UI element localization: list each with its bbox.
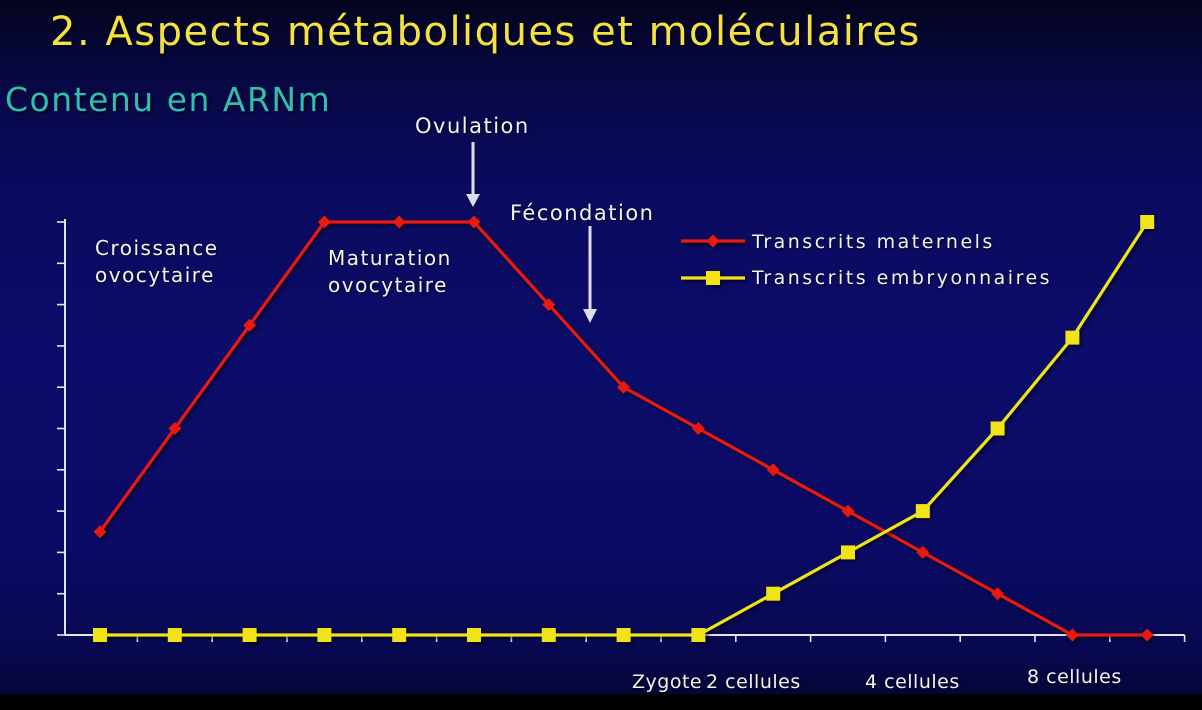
transcrits-embryonnaires-point	[616, 628, 631, 642]
legend-swatches	[681, 234, 745, 285]
transcrits-embryonnaires-point	[1065, 330, 1080, 345]
transcrits-embryonnaires-point	[841, 545, 855, 560]
annotation-ovulation: Ovulation	[415, 114, 530, 138]
arrow-head	[583, 309, 597, 323]
transcrits-embryonnaires-point	[541, 628, 556, 642]
annotation-maturation-ovocytaire: Maturation ovocytaire	[328, 245, 452, 299]
transcrits-embryonnaires-point	[167, 628, 182, 642]
transcrits-maternels-point	[168, 422, 182, 435]
y-axis-ticks	[57, 221, 65, 636]
stage-label-zygote: Zygote	[632, 671, 703, 693]
transcrits-embryonnaires-point	[691, 628, 706, 642]
transcrits-embryonnaires-legend-swatch	[681, 271, 745, 285]
transcrits-maternels-point	[916, 545, 930, 559]
annotation-line: ovocytaire	[328, 273, 448, 297]
transcrits-embryonnaires-series	[93, 215, 1155, 642]
transcrits-maternels-point	[317, 215, 331, 229]
bottom-band	[0, 694, 1202, 710]
transcrits-embryonnaires-point	[242, 628, 257, 642]
transcrits-maternels-point	[991, 587, 1005, 601]
series-group	[93, 215, 1155, 642]
legend-label-transcrits-maternels: Transcrits maternels	[752, 231, 995, 253]
fecondation-arrow	[583, 226, 597, 323]
arrow-head	[466, 194, 480, 207]
annotation-croissance-ovocytaire: Croissance ovocytaire	[95, 235, 219, 289]
transcrits-maternels-point	[1140, 628, 1154, 642]
transcrits-maternels-point	[617, 380, 631, 394]
transcrits-embryonnaires-point	[766, 586, 781, 601]
transcrits-maternels-legend-swatch	[681, 234, 745, 248]
slide-title: 2. Aspects métaboliques et moléculaires	[50, 9, 921, 55]
legend-marker	[706, 271, 720, 285]
transcrits-maternels-point	[392, 215, 406, 229]
slide-background	[0, 0, 1202, 694]
transcrits-embryonnaires-point	[990, 421, 1005, 436]
chart-title: Contenu en ARNm	[5, 80, 332, 119]
transcrits-maternels-point	[841, 504, 855, 518]
transcrits-embryonnaires-point	[915, 504, 930, 519]
stage-label-2-cellules: 2 cellules	[706, 671, 801, 693]
transcrits-maternels-point	[691, 422, 705, 435]
transcrits-maternels-point	[766, 463, 780, 477]
annotation-fecondation: Fécondation	[510, 201, 655, 225]
transcrits-maternels-point	[243, 318, 257, 332]
annotation-line: ovocytaire	[95, 263, 215, 287]
transcrits-maternels-point	[542, 298, 556, 312]
ovulation-arrow	[466, 142, 480, 207]
legend-marker	[706, 234, 720, 248]
transcrits-embryonnaires-point	[467, 628, 481, 642]
transcrits-maternels-point	[467, 215, 481, 229]
stage-label-8-cellules: 8 cellules	[1027, 666, 1122, 688]
annotation-line: Maturation	[328, 246, 452, 270]
transcrits-maternels-series	[93, 215, 1154, 642]
transcrits-maternels-point	[93, 525, 107, 539]
transcrits-embryonnaires-point	[317, 628, 332, 642]
transcrits-embryonnaires-point	[392, 628, 407, 642]
annotation-line: Croissance	[95, 236, 219, 260]
transcrits-embryonnaires-point	[1140, 215, 1155, 229]
transcrits-embryonnaires-point	[93, 628, 107, 642]
transcrits-maternels-point	[1065, 628, 1079, 642]
stage-label-4-cellules: 4 cellules	[865, 671, 960, 693]
legend-label-transcrits-embryonnaires: Transcrits embryonnaires	[752, 267, 1053, 289]
